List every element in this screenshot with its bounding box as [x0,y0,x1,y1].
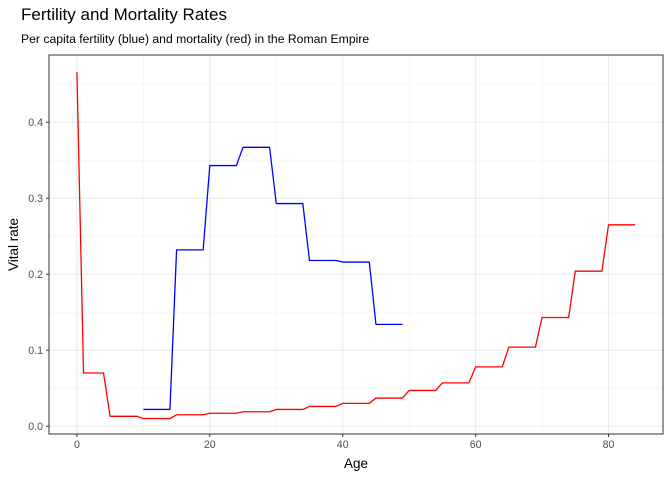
x-tick-label: 80 [603,439,615,451]
y-tick-label: 0.3 [28,193,43,205]
series-layer [76,72,636,420]
y-axis: 0.0 0.1 0.2 0.3 0.4 [28,117,49,433]
chart-subtitle: Per capita fertility (blue) and mortalit… [21,32,370,46]
panel-border [48,54,664,435]
x-tick-label: 0 [74,439,80,451]
x-axis: 0 20 40 60 80 [74,434,615,451]
y-tick-label: 0.1 [28,345,43,357]
chart-title: Fertility and Mortality Rates [21,5,227,24]
x-tick-label: 60 [470,439,482,451]
series-line-1 [143,146,403,411]
series-line-0 [76,72,636,420]
major-gridlines [49,55,663,434]
y-tick-label: 0.0 [28,421,43,433]
x-tick-label: 20 [204,439,216,451]
x-tick-label: 40 [337,439,349,451]
y-tick-label: 0.4 [28,117,43,129]
y-axis-title: Vital rate [6,218,21,271]
x-axis-title: Age [344,456,368,471]
y-tick-label: 0.2 [28,269,43,281]
minor-gridlines [49,55,663,434]
